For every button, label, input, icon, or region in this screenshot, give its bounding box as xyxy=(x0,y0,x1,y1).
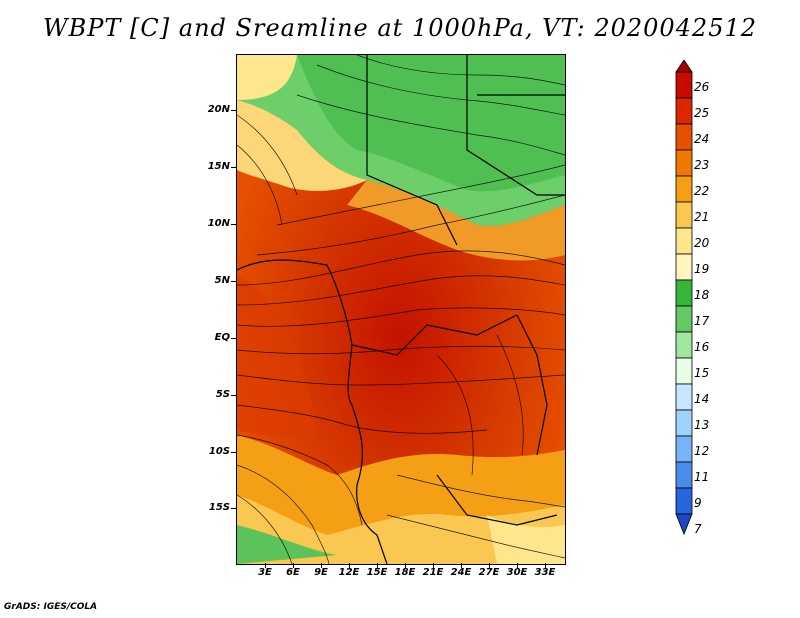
lat-tick xyxy=(231,508,236,509)
lat-label-15n: 15N xyxy=(207,161,230,172)
colorbar-label: 9 xyxy=(694,496,702,510)
colorbar-cap-top xyxy=(675,60,693,73)
lon-tick xyxy=(489,563,490,568)
colorbar-label: 22 xyxy=(694,184,710,198)
lat-tick xyxy=(231,452,236,453)
lon-label-15e: 15E xyxy=(366,567,388,578)
footer-credit: GrADS: IGES/COLA xyxy=(4,602,98,612)
lon-tick xyxy=(517,563,518,568)
lat-label-5n: 5N xyxy=(214,275,230,286)
lon-tick xyxy=(265,563,266,568)
lon-label-18e: 18E xyxy=(394,567,416,578)
lon-label-27e: 27E xyxy=(478,567,500,578)
colorbar-segment xyxy=(675,253,693,281)
colorbar-label: 19 xyxy=(694,262,710,276)
lat-label-5s: 5S xyxy=(215,389,230,400)
colorbar-segment xyxy=(675,435,693,463)
colorbar-segment xyxy=(675,279,693,307)
lon-tick xyxy=(461,563,462,568)
colorbar-cap-bottom xyxy=(675,513,693,536)
lon-label-6e: 6E xyxy=(286,567,300,578)
colorbar-segment xyxy=(675,409,693,437)
colorbar-label: 25 xyxy=(694,106,710,120)
lon-tick xyxy=(293,563,294,568)
lon-tick xyxy=(405,563,406,568)
map-panel xyxy=(236,54,566,565)
colorbar-label: 20 xyxy=(694,236,710,250)
lat-label-15s: 15S xyxy=(208,502,230,513)
colorbar-label: 7 xyxy=(694,522,702,536)
chart-title: WBPT [C] and Sreamline at 1000hPa, VT: 2… xyxy=(42,14,758,42)
colorbar-label: 13 xyxy=(694,418,710,432)
color-bar xyxy=(675,60,693,536)
colorbar-label: 16 xyxy=(694,340,710,354)
colorbar-segment xyxy=(675,331,693,359)
lat-label-eq: EQ xyxy=(214,332,230,343)
lat-label-20n: 20N xyxy=(207,104,230,115)
lon-label-30e: 30E xyxy=(506,567,528,578)
colorbar-segment xyxy=(675,383,693,411)
country-borders xyxy=(237,55,565,564)
lon-label-3e: 3E xyxy=(258,567,272,578)
colorbar-label: 14 xyxy=(694,392,710,406)
colorbar-segment xyxy=(675,123,693,151)
lon-label-12e: 12E xyxy=(338,567,360,578)
colorbar-segment xyxy=(675,201,693,229)
lat-label-10s: 10S xyxy=(208,446,230,457)
lat-tick xyxy=(231,224,236,225)
colorbar-segment xyxy=(675,357,693,385)
streamlines xyxy=(237,55,565,564)
lat-label-10n: 10N xyxy=(207,218,230,229)
colorbar-label: 21 xyxy=(694,210,710,224)
colorbar-segment xyxy=(675,461,693,489)
lon-tick xyxy=(349,563,350,568)
colorbar-label: 12 xyxy=(694,444,710,458)
lat-tick xyxy=(231,338,236,339)
lat-tick xyxy=(231,110,236,111)
lat-tick xyxy=(231,281,236,282)
lat-tick xyxy=(231,167,236,168)
lon-label-9e: 9E xyxy=(314,567,328,578)
colorbar-segment xyxy=(675,175,693,203)
lon-tick xyxy=(321,563,322,568)
colorbar-segment xyxy=(675,71,693,99)
colorbar-label: 24 xyxy=(694,132,710,146)
colorbar-label: 18 xyxy=(694,288,710,302)
colorbar-label: 17 xyxy=(694,314,710,328)
colorbar-segment xyxy=(675,149,693,177)
lat-tick xyxy=(231,395,236,396)
lon-tick xyxy=(545,563,546,568)
colorbar-label: 23 xyxy=(694,158,710,172)
lon-tick xyxy=(433,563,434,568)
lon-label-33e: 33E xyxy=(534,567,556,578)
colorbar-label: 26 xyxy=(694,80,710,94)
lon-tick xyxy=(377,563,378,568)
lon-label-24e: 24E xyxy=(450,567,472,578)
map-field xyxy=(237,55,565,564)
colorbar-segment xyxy=(675,227,693,255)
lon-label-21e: 21E xyxy=(422,567,444,578)
colorbar-label: 11 xyxy=(694,470,710,484)
colorbar-segment xyxy=(675,97,693,125)
colorbar-label: 15 xyxy=(694,366,710,380)
colorbar-segment xyxy=(675,305,693,333)
colorbar-segment xyxy=(675,487,693,515)
